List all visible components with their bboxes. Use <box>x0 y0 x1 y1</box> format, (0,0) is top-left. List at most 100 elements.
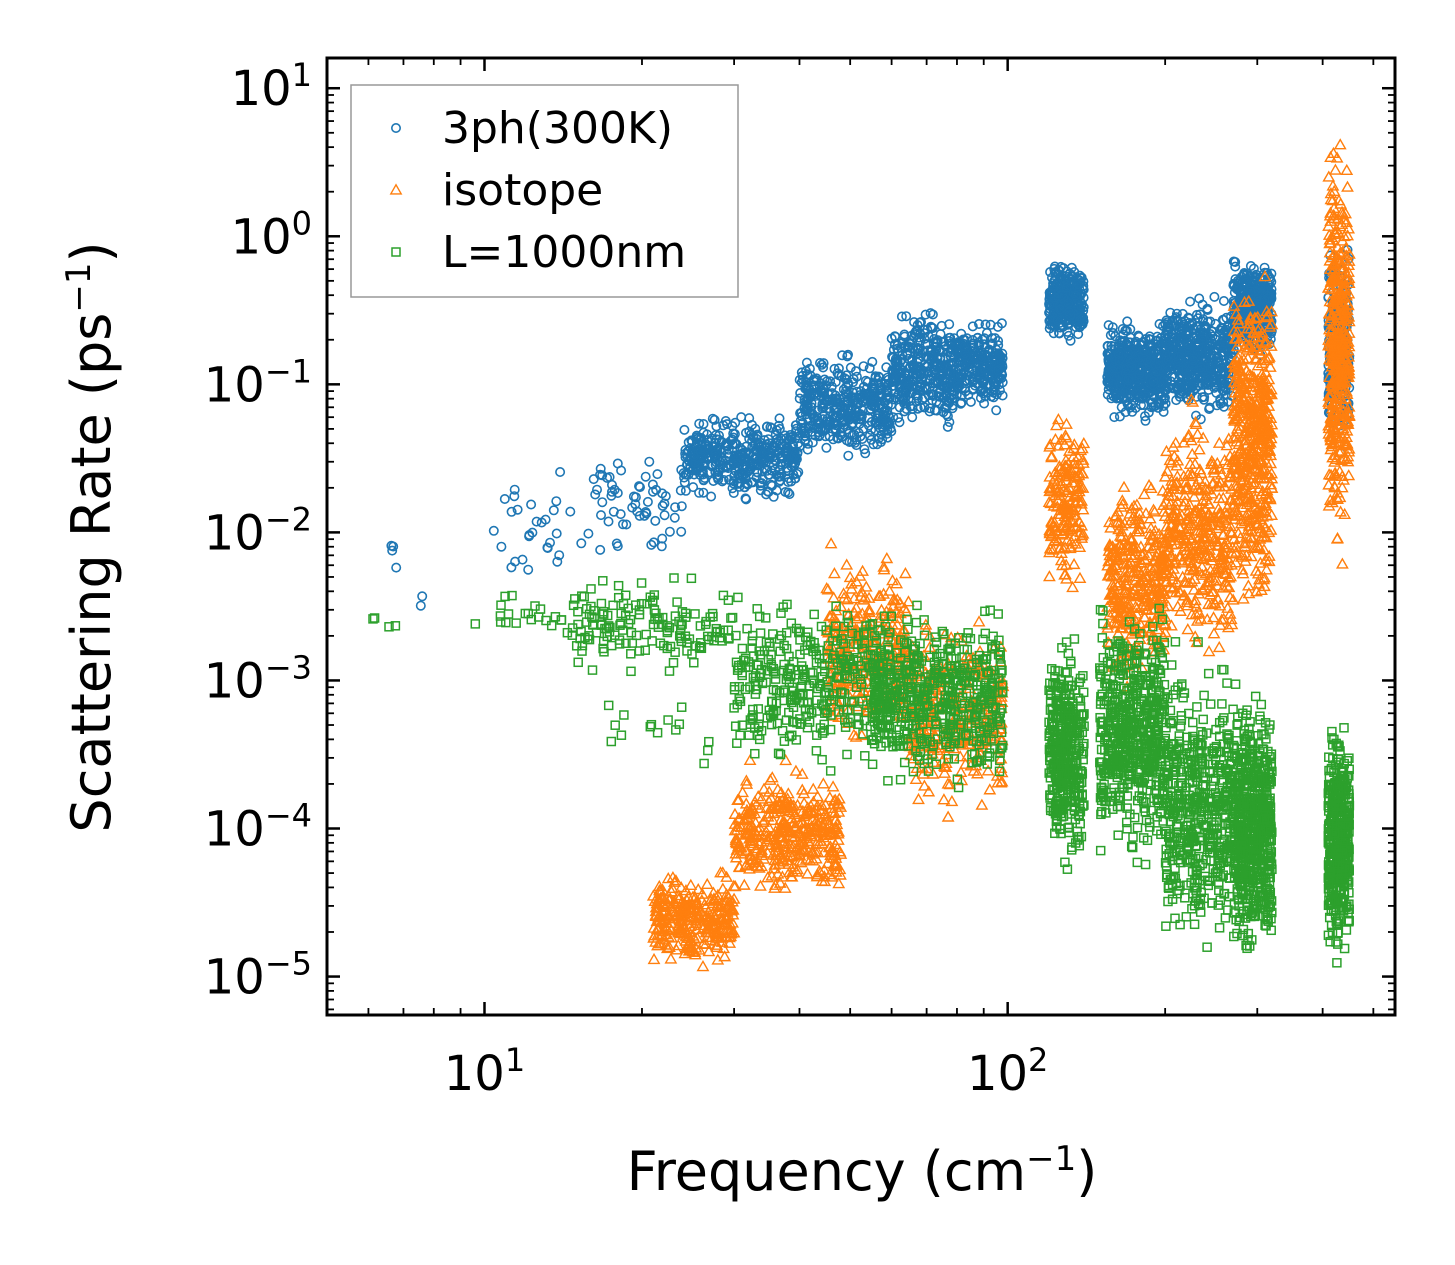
data-point <box>821 442 832 453</box>
data-point <box>660 491 671 502</box>
data-point <box>781 442 792 453</box>
data-point <box>752 444 763 455</box>
data-point <box>496 541 507 552</box>
data-point <box>591 484 602 495</box>
data-point <box>752 431 763 442</box>
data-point <box>696 452 707 463</box>
data-point <box>875 391 886 402</box>
data-point <box>799 430 810 441</box>
data-point <box>597 497 608 508</box>
data-point <box>615 509 626 520</box>
data-point <box>796 411 807 422</box>
data-point <box>552 556 563 567</box>
data-point <box>912 403 923 414</box>
data-point <box>925 308 936 319</box>
data-point <box>845 362 856 373</box>
data-point <box>765 422 776 433</box>
data-point <box>816 359 827 370</box>
data-point <box>698 475 709 486</box>
data-point <box>761 465 772 476</box>
data-point <box>843 404 854 415</box>
data-point <box>713 474 724 485</box>
data-point <box>595 544 606 555</box>
data-point <box>512 504 523 515</box>
data-point <box>793 467 804 478</box>
data-point <box>694 487 705 498</box>
data-point <box>837 350 848 361</box>
data-point <box>847 418 858 429</box>
data-point <box>781 438 792 449</box>
data-point <box>609 484 620 495</box>
data-point <box>526 499 537 510</box>
data-point <box>676 501 687 512</box>
plot-marks <box>368 138 1356 972</box>
data-point <box>694 418 705 429</box>
data-point <box>388 541 399 552</box>
data-point <box>509 484 520 495</box>
data-point <box>611 538 622 549</box>
data-point <box>659 510 670 521</box>
data-point <box>867 356 878 367</box>
data-point <box>647 479 658 490</box>
data-point <box>595 510 606 521</box>
data-point <box>855 413 866 424</box>
data-point <box>523 564 534 575</box>
data-point <box>634 482 645 493</box>
data-point <box>893 412 904 423</box>
data-point <box>728 478 739 489</box>
data-point <box>590 489 601 500</box>
data-point <box>648 537 659 548</box>
data-point <box>870 425 881 436</box>
data-point <box>733 462 744 473</box>
data-point <box>707 413 718 424</box>
data-point <box>583 528 594 539</box>
data-point <box>824 431 835 442</box>
data-point <box>818 358 829 369</box>
data-point <box>527 527 538 538</box>
data-point <box>888 412 899 423</box>
data-point <box>783 473 794 484</box>
data-point <box>806 402 817 413</box>
data-point <box>540 514 551 525</box>
data-point <box>737 448 748 459</box>
data-point <box>791 452 802 463</box>
data-point <box>642 496 653 507</box>
data-point <box>690 457 701 468</box>
data-point <box>888 394 899 405</box>
data-point <box>795 415 806 426</box>
data-point <box>855 431 866 442</box>
data-point <box>806 387 817 398</box>
data-point <box>640 506 651 517</box>
data-point <box>741 494 752 505</box>
data-point <box>709 414 720 425</box>
data-point <box>706 461 717 472</box>
data-point <box>872 439 883 450</box>
data-point <box>894 417 905 428</box>
data-point <box>544 537 555 548</box>
data-point <box>688 451 699 462</box>
data-point <box>768 460 779 471</box>
data-point <box>603 516 614 527</box>
data-point <box>691 430 702 441</box>
data-point <box>647 486 658 497</box>
data-point <box>488 525 499 536</box>
data-point <box>644 456 655 467</box>
data-point <box>612 487 623 498</box>
data-point <box>868 439 879 450</box>
data-point <box>836 371 847 382</box>
data-point <box>721 460 732 471</box>
data-point <box>783 457 794 468</box>
data-point <box>551 528 562 539</box>
data-point <box>924 403 935 414</box>
data-point <box>785 429 796 440</box>
data-point <box>616 465 627 476</box>
series-circle <box>386 244 1355 611</box>
data-point <box>763 434 774 445</box>
data-point <box>827 388 838 399</box>
data-point <box>877 390 888 401</box>
data-point <box>809 422 820 433</box>
data-point <box>703 441 714 452</box>
data-point <box>886 426 897 437</box>
data-point <box>857 391 868 402</box>
data-point <box>745 459 756 470</box>
